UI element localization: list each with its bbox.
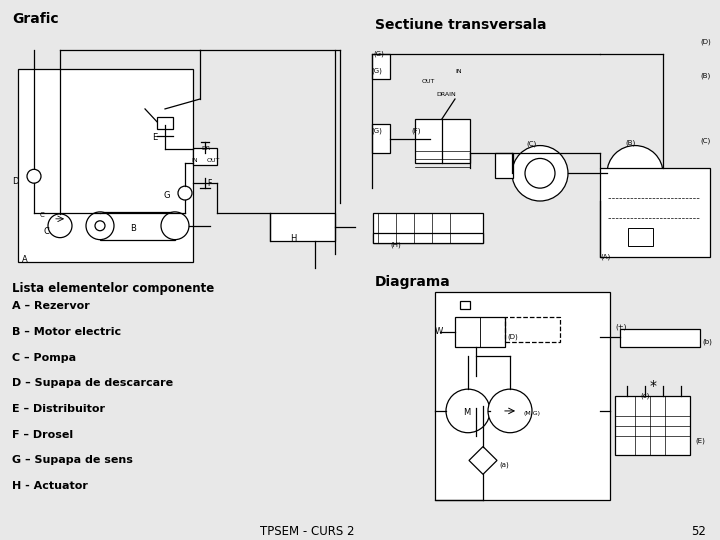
Text: (B): (B) <box>625 139 635 146</box>
Text: *: * <box>650 379 657 393</box>
Text: (G): (G) <box>371 127 382 134</box>
Text: (c): (c) <box>640 393 649 399</box>
Circle shape <box>488 389 532 433</box>
Text: (G): (G) <box>371 68 382 75</box>
Text: (D): (D) <box>700 38 711 45</box>
Circle shape <box>27 170 41 183</box>
Bar <box>270 213 335 241</box>
Text: Grafic: Grafic <box>12 12 58 26</box>
Circle shape <box>86 212 114 240</box>
Text: D: D <box>12 177 19 186</box>
Bar <box>157 117 173 129</box>
Text: B – Motor electric: B – Motor electric <box>12 327 121 337</box>
Polygon shape <box>469 447 497 474</box>
Bar <box>372 124 390 153</box>
Text: E: E <box>152 133 157 141</box>
Text: (H): (H) <box>390 241 401 247</box>
Text: C: C <box>40 212 45 218</box>
Text: Lista elementelor componente: Lista elementelor componente <box>12 282 215 295</box>
Bar <box>600 168 710 258</box>
Text: (a): (a) <box>499 461 509 468</box>
Text: C: C <box>43 227 49 236</box>
Bar <box>372 55 390 79</box>
Text: F – Drosel: F – Drosel <box>12 430 73 440</box>
Text: 52: 52 <box>691 525 706 538</box>
Bar <box>373 233 483 242</box>
Bar <box>100 212 175 240</box>
Text: C – Pompa: C – Pompa <box>12 353 76 362</box>
Bar <box>435 292 610 500</box>
Text: (E): (E) <box>695 437 705 444</box>
Bar <box>615 396 690 455</box>
Text: (G): (G) <box>373 51 384 57</box>
Text: (A): (A) <box>600 254 611 260</box>
Circle shape <box>48 214 72 238</box>
Text: (C): (C) <box>700 137 710 144</box>
Text: A: A <box>22 255 28 265</box>
Text: D – Supapa de descarcare: D – Supapa de descarcare <box>12 378 173 388</box>
Text: M: M <box>463 408 470 417</box>
Text: W: W <box>435 327 444 336</box>
Circle shape <box>446 389 490 433</box>
Text: (D): (D) <box>507 333 518 340</box>
Text: (b): (b) <box>702 339 712 345</box>
Text: H - Actuator: H - Actuator <box>12 481 88 491</box>
Bar <box>373 213 483 242</box>
Text: F: F <box>207 179 212 188</box>
Text: (B): (B) <box>700 73 710 79</box>
Text: IN: IN <box>455 69 462 75</box>
Circle shape <box>161 212 189 240</box>
Text: OUT: OUT <box>422 79 436 84</box>
Text: (F): (F) <box>411 127 420 134</box>
Text: DRAIN: DRAIN <box>436 92 456 97</box>
Text: E – Distribuitor: E – Distribuitor <box>12 404 105 414</box>
Text: H: H <box>290 234 297 242</box>
Text: DR: DR <box>201 145 210 151</box>
Circle shape <box>178 186 192 200</box>
Circle shape <box>95 221 105 231</box>
Bar <box>18 69 193 262</box>
Bar <box>415 119 470 164</box>
Text: B: B <box>130 224 136 233</box>
Text: A – Rezervor: A – Rezervor <box>12 301 90 311</box>
Text: IN: IN <box>191 158 197 164</box>
Circle shape <box>607 146 663 201</box>
Bar <box>455 317 505 347</box>
Bar <box>628 228 653 246</box>
Text: (+): (+) <box>615 323 626 330</box>
Text: OUT: OUT <box>207 158 220 164</box>
Text: G: G <box>163 191 169 200</box>
Bar <box>460 301 470 309</box>
Text: Diagrama: Diagrama <box>375 275 451 289</box>
Text: Sectiune transversala: Sectiune transversala <box>375 18 546 32</box>
Circle shape <box>512 146 568 201</box>
Text: G – Supapa de sens: G – Supapa de sens <box>12 455 133 465</box>
Text: TPSEM - CURS 2: TPSEM - CURS 2 <box>260 525 354 538</box>
Bar <box>620 329 700 347</box>
Text: (C): (C) <box>526 140 536 146</box>
Bar <box>193 147 217 165</box>
Bar <box>495 153 513 178</box>
Bar <box>505 317 560 342</box>
Text: (M,G): (M,G) <box>524 411 541 416</box>
Circle shape <box>525 158 555 188</box>
